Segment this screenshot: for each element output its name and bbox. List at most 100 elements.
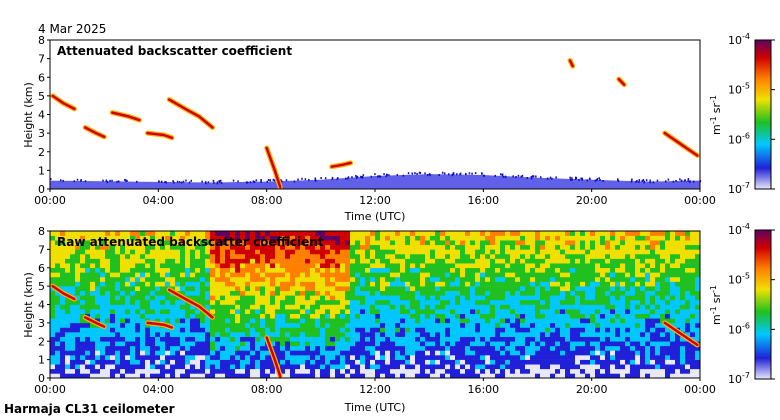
noise-cell — [365, 368, 371, 374]
noise-cell — [195, 373, 201, 379]
noise-cell — [185, 231, 191, 236]
noise-cell — [150, 295, 156, 301]
noise-cell — [135, 373, 141, 379]
noise-cell — [535, 313, 541, 319]
noise-cell — [635, 309, 641, 314]
noise-cell — [280, 286, 286, 292]
noise-cell — [605, 322, 611, 328]
noise-cell — [490, 322, 496, 328]
noise-cell — [380, 304, 386, 310]
noise-cell — [190, 355, 196, 360]
noise-cell — [590, 313, 596, 319]
noise-cell — [510, 336, 516, 342]
boundary-speckle — [245, 181, 248, 184]
noise-cell — [520, 267, 526, 273]
noise-cell — [310, 345, 316, 351]
noise-cell — [175, 304, 181, 310]
noise-cell — [155, 231, 161, 236]
colorbar-tick-label: 10-6 — [728, 321, 750, 336]
noise-cell — [230, 290, 236, 296]
noise-cell — [485, 355, 491, 360]
noise-cell — [575, 286, 581, 292]
noise-cell — [370, 350, 376, 356]
noise-cell — [235, 345, 241, 351]
noise-cell — [55, 235, 61, 241]
noise-cell — [425, 290, 431, 296]
noise-cell — [600, 244, 606, 250]
noise-cell — [385, 240, 391, 246]
noise-cell — [435, 253, 441, 259]
noise-cell — [275, 244, 281, 250]
noise-cell — [230, 267, 236, 273]
noise-cell — [130, 290, 136, 296]
noise-cell — [470, 276, 476, 282]
noise-cell — [235, 281, 241, 287]
noise-cell — [680, 281, 686, 287]
noise-cell — [445, 286, 451, 292]
boundary-speckle — [580, 177, 582, 180]
noise-cell — [695, 373, 701, 379]
noise-cell — [125, 281, 131, 287]
noise-cell — [540, 290, 546, 296]
noise-cell — [270, 286, 276, 292]
noise-cell — [315, 240, 321, 246]
noise-cell — [490, 299, 496, 305]
noise-cell — [450, 327, 456, 333]
noise-cell — [380, 240, 386, 246]
noise-cell — [225, 263, 231, 269]
noise-cell — [515, 304, 521, 310]
noise-cell — [240, 313, 246, 319]
noise-cell — [590, 327, 596, 333]
x-tick-label: 16:00 — [467, 383, 499, 396]
noise-cell — [100, 231, 106, 236]
noise-cell — [550, 231, 556, 236]
noise-cell — [285, 267, 291, 273]
noise-cell — [310, 327, 316, 333]
noise-cell — [395, 240, 401, 246]
noise-cell — [340, 332, 346, 337]
noise-cell — [580, 281, 586, 287]
noise-cell — [80, 345, 86, 351]
noise-cell — [80, 295, 86, 301]
noise-cell — [585, 263, 591, 269]
noise-cell — [650, 290, 656, 296]
noise-cell — [460, 290, 466, 296]
noise-cell — [280, 276, 286, 282]
noise-cell — [110, 368, 116, 374]
noise-cell — [645, 258, 651, 264]
noise-cell — [485, 373, 491, 379]
noise-cell — [125, 249, 131, 255]
noise-cell — [135, 332, 141, 337]
noise-cell — [240, 258, 246, 264]
noise-cell — [90, 290, 96, 296]
noise-cell — [350, 240, 356, 246]
noise-cell — [355, 240, 361, 246]
noise-cell — [600, 253, 606, 259]
noise-cell — [190, 235, 196, 241]
noise-cell — [145, 272, 151, 278]
noise-cell — [120, 313, 126, 319]
noise-cell — [420, 244, 426, 250]
noise-cell — [80, 286, 86, 292]
noise-cell — [565, 267, 571, 273]
noise-cell — [520, 322, 526, 328]
noise-cell — [470, 281, 476, 287]
noise-cell — [620, 253, 626, 259]
colorbar-unit-exp: -1 — [709, 306, 718, 314]
noise-cell — [185, 355, 191, 360]
boundary-speckle — [361, 176, 363, 179]
noise-cell — [495, 327, 501, 333]
noise-cell — [75, 295, 81, 301]
noise-cell — [400, 290, 406, 296]
noise-cell — [395, 263, 401, 269]
noise-cell — [175, 332, 181, 337]
noise-cell — [185, 345, 191, 351]
noise-cell — [170, 341, 176, 347]
noise-cell — [540, 364, 546, 370]
y-tick-label: 7 — [38, 53, 45, 66]
noise-cell — [255, 253, 261, 259]
noise-cell — [365, 304, 371, 310]
noise-cell — [235, 318, 241, 324]
noise-cell — [110, 267, 116, 273]
noise-cell — [550, 327, 556, 333]
